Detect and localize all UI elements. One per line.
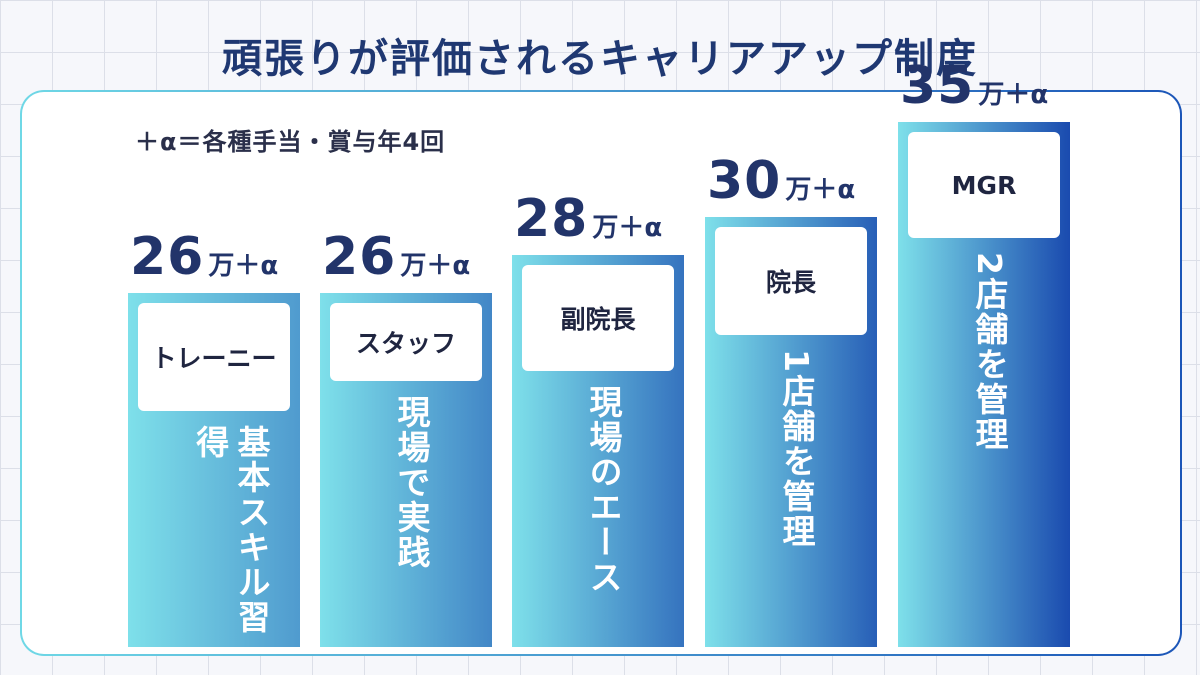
bar-value-number: 35 [900, 56, 975, 116]
bar-value-unit: 万＋α [400, 251, 471, 281]
bar-description: 1店舗を管理 [777, 349, 816, 549]
bar-description: 現場で実践 [392, 395, 431, 570]
page-title: 頑張りが評価されるキャリアアップ制度 [222, 36, 978, 82]
bar-value-label: 28 万＋α [514, 189, 662, 249]
bar-value-label: 30 万＋α [707, 151, 855, 211]
bar-2: スタッフ現場で実践 [320, 293, 492, 647]
bar-description: 2店舗を管理 [970, 252, 1009, 452]
bar-value-unit: 万＋α [208, 251, 279, 281]
bar-value-label: 35 万＋α [900, 56, 1048, 116]
bar-value-unit: 万＋α [785, 175, 856, 205]
bar-value-number: 26 [322, 227, 397, 287]
bar-category-label: スタッフ [330, 303, 482, 381]
bar-value-number: 30 [707, 151, 782, 211]
bar-category-label: MGR [908, 132, 1060, 238]
bar-description: 基本スキル習得 [190, 425, 271, 635]
bar-description: 現場のエース [584, 385, 623, 595]
allowance-note: ＋α＝各種手当・賞与年4回 [135, 128, 446, 156]
bar-value-label: 26 万＋α [130, 227, 278, 287]
bar-value-unit: 万＋α [592, 213, 663, 243]
bar-value-label: 26 万＋α [322, 227, 470, 287]
bar-value-number: 28 [514, 189, 589, 249]
bar-category-label: 副院長 [522, 265, 674, 371]
bar-5: MGR 2店舗を管理 [898, 122, 1070, 647]
bar-1: トレーニー基本スキル習得 [128, 293, 300, 647]
bar-4: 院長 1店舗を管理 [705, 217, 877, 647]
bar-category-label: 院長 [715, 227, 867, 335]
bar-3: 副院長現場のエース [512, 255, 684, 647]
bar-value-number: 26 [130, 227, 205, 287]
bar-value-unit: 万＋α [978, 80, 1049, 110]
bar-category-label: トレーニー [138, 303, 290, 411]
